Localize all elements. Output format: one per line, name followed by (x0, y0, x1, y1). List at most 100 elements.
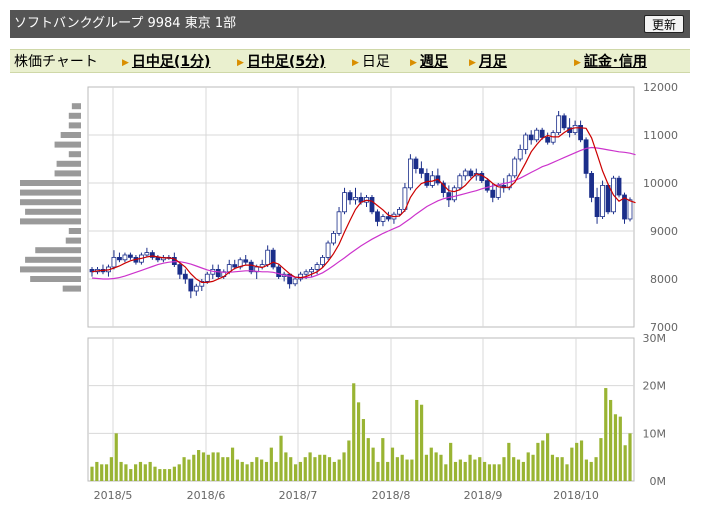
month-tick-label: 2018/5 (94, 489, 133, 502)
candle-body (171, 256, 177, 265)
candle-body (303, 271, 309, 275)
tab-label: 日足 (361, 54, 390, 70)
candle-body (424, 172, 430, 186)
volume-bar (410, 459, 414, 481)
volume-bar (526, 452, 530, 481)
volume-bar (230, 447, 235, 481)
tab-label[interactable]: 日中足(5分) (246, 54, 326, 70)
volume-bar (119, 461, 123, 481)
candle-body (122, 254, 128, 261)
month-tick-label: 2018/10 (553, 489, 599, 502)
candle-body (561, 115, 567, 129)
volume-profile-bar (35, 247, 81, 254)
volume-bar (356, 402, 361, 481)
tab-weekly[interactable]: ▶ 週足 (410, 51, 448, 73)
volume-bar (366, 438, 370, 481)
arrow-right-icon: ▶ (469, 58, 476, 68)
month-tick-label: 2018/8 (372, 489, 411, 502)
tab-intraday-5min[interactable]: ▶ 日中足(5分) (237, 51, 325, 73)
volume-bar (516, 459, 521, 481)
tab-label[interactable]: 月足 (478, 54, 507, 70)
ma-long-line (91, 146, 636, 280)
volume-bar (313, 457, 317, 481)
candle-body (204, 273, 210, 282)
candle-body (528, 134, 534, 141)
candle-body (243, 259, 249, 263)
volume-profile-bar (60, 132, 81, 138)
volume-profile-bar (54, 141, 81, 148)
volume-bar (492, 464, 496, 481)
volume-tick-label: 10M (643, 427, 667, 440)
volume-bar (589, 461, 593, 481)
volume-tick-label: 20M (643, 380, 667, 393)
volume-bar (308, 452, 312, 481)
tab-monthly[interactable]: ▶ 月足 (469, 51, 507, 73)
candle-body (314, 264, 320, 270)
volume-bar (609, 399, 613, 481)
candle-body (413, 158, 419, 169)
candle-body (572, 125, 578, 134)
price-tick-label: 10000 (643, 177, 678, 190)
refresh-button[interactable]: 更新 (643, 15, 684, 33)
volume-bar (182, 457, 186, 481)
volume-bar (453, 461, 458, 481)
volume-bar (143, 464, 147, 481)
volume-bar (216, 452, 220, 481)
volume-bar (487, 464, 492, 481)
tab-label[interactable]: 週足 (419, 54, 448, 70)
candle-body (265, 249, 271, 265)
volume-bar (298, 461, 303, 481)
volume-bar (323, 454, 327, 481)
candle-body (276, 266, 282, 278)
candle-body (331, 232, 336, 244)
volume-bar (284, 452, 288, 481)
volume-bar (134, 464, 138, 481)
tab-label[interactable]: 日中足(1分) (131, 54, 211, 70)
volume-bar (502, 457, 506, 481)
volume-bar (337, 459, 341, 481)
volume-bar (274, 461, 278, 481)
volume-bar (449, 442, 453, 481)
volume-bar (206, 454, 210, 481)
volume-bar (434, 452, 438, 481)
candle-body (117, 256, 122, 261)
volume-bar (211, 452, 215, 481)
margin-trading-link[interactable]: ▶ 証金･信用 (574, 51, 647, 73)
candle-body (484, 180, 490, 191)
volume-bar (512, 457, 516, 481)
volume-tick-label: 0M (650, 475, 667, 488)
chart-label: 株価チャート (14, 54, 98, 70)
volume-bar (226, 457, 230, 481)
volume-profile-bar (30, 276, 82, 282)
month-tick-label: 2018/6 (187, 489, 226, 502)
volume-bar (444, 464, 448, 481)
candle-body (539, 129, 545, 138)
volume-bar (352, 383, 356, 481)
volume-bar (289, 457, 293, 481)
volume-profile-bar (20, 266, 81, 273)
candle-body (457, 175, 463, 189)
candle-body (347, 192, 353, 201)
volume-bar (415, 399, 419, 481)
volume-bar (192, 454, 196, 481)
candle-body (605, 184, 611, 213)
volume-profile-bar (25, 208, 81, 215)
tab-intraday-1min[interactable]: ▶ 日中足(1分) (122, 51, 210, 73)
volume-profile-bar (71, 103, 81, 110)
volume-bar (264, 461, 269, 481)
volume-bar (303, 457, 307, 481)
candle-body (622, 194, 627, 220)
candle-body (193, 285, 199, 292)
candle-body (111, 256, 117, 268)
margin-label[interactable]: 証金･信用 (583, 54, 647, 70)
volume-bar (555, 457, 559, 481)
volume-bar (124, 464, 128, 481)
volume-bar (560, 457, 564, 481)
candle-body (556, 115, 562, 134)
volume-bar (172, 466, 176, 481)
volume-profile-bar (54, 170, 81, 177)
volume-profile-bar (20, 218, 81, 225)
volume-profile-bar (68, 228, 81, 234)
volume-bar (386, 461, 390, 481)
candle-body (149, 252, 155, 258)
